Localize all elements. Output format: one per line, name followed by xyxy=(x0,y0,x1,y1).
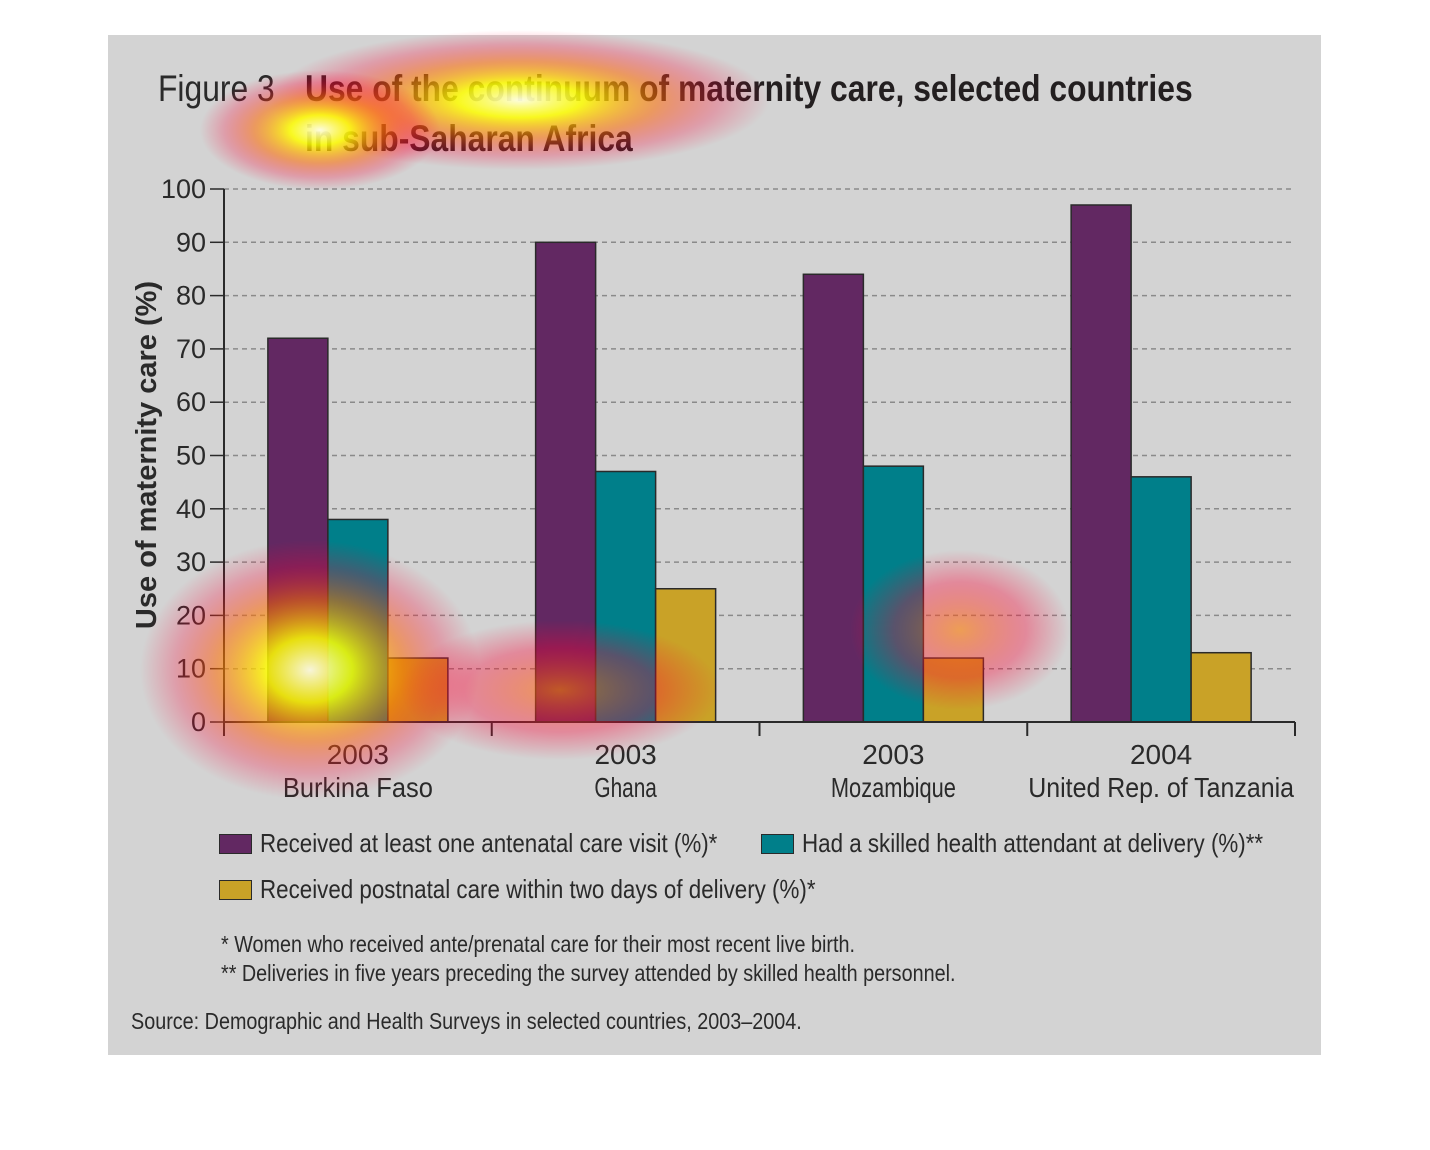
x-tick-country: Mozambique xyxy=(831,772,956,803)
x-tick-year: 2003 xyxy=(594,739,656,770)
bar xyxy=(327,518,389,723)
y-tick-label: 60 xyxy=(176,387,206,417)
x-tick-country: United Rep. of Tanzania xyxy=(1028,772,1294,803)
bar xyxy=(594,470,657,723)
legend-item-antenatal: Received at least one antenatal care vis… xyxy=(219,828,792,859)
legend-swatch-skilled xyxy=(761,833,794,854)
y-axis-label: Use of maternity care (%) xyxy=(131,281,163,629)
legend-swatch-antenatal xyxy=(219,833,252,854)
y-tick-label: 10 xyxy=(176,654,206,684)
bar xyxy=(922,657,985,723)
x-tick-year: 2003 xyxy=(327,739,389,770)
y-tick-label: 70 xyxy=(176,334,206,364)
legend-item-skilled: Had a skilled health attendant at delive… xyxy=(761,828,1338,859)
bar xyxy=(1130,476,1192,723)
footnote-2: ** Deliveries in five years preceding th… xyxy=(221,960,956,986)
y-tick-label: 50 xyxy=(176,441,206,471)
bar xyxy=(1190,651,1252,723)
footnote-1: * Women who received ante/prenatal care … xyxy=(221,931,855,957)
y-tick-label: 90 xyxy=(176,227,206,257)
legend-swatch-postnatal xyxy=(219,879,252,900)
y-tick-label: 80 xyxy=(176,281,206,311)
bar xyxy=(1070,204,1132,723)
bar xyxy=(387,657,449,723)
source-note: Source: Demographic and Health Surveys i… xyxy=(131,1008,802,1034)
y-tick-label: 100 xyxy=(161,174,206,204)
x-tick-year: 2003 xyxy=(862,739,924,770)
legend-label-postnatal: Received postnatal care within two days … xyxy=(260,874,816,904)
bar xyxy=(862,465,925,723)
bar xyxy=(267,337,329,723)
y-tick-label: 20 xyxy=(176,600,206,630)
bar xyxy=(534,241,597,723)
y-tick-label: 0 xyxy=(191,707,206,737)
x-tick-year: 2004 xyxy=(1130,739,1192,770)
bar xyxy=(802,273,865,723)
legend-label-skilled: Had a skilled health attendant at delive… xyxy=(802,828,1264,858)
x-tick-country: Burkina Faso xyxy=(283,772,433,803)
bar xyxy=(654,588,717,723)
legend-item-postnatal: Received postnatal care within two days … xyxy=(219,874,906,905)
y-tick-label: 30 xyxy=(176,547,206,577)
legend-label-antenatal: Received at least one antenatal care vis… xyxy=(260,828,718,858)
x-tick-country: Ghana xyxy=(594,772,657,803)
y-tick-label: 40 xyxy=(176,494,206,524)
bar-chart: 0 10 20 30 40 50 60 70 80 90 100 Use of maternity c… xyxy=(131,174,1296,803)
